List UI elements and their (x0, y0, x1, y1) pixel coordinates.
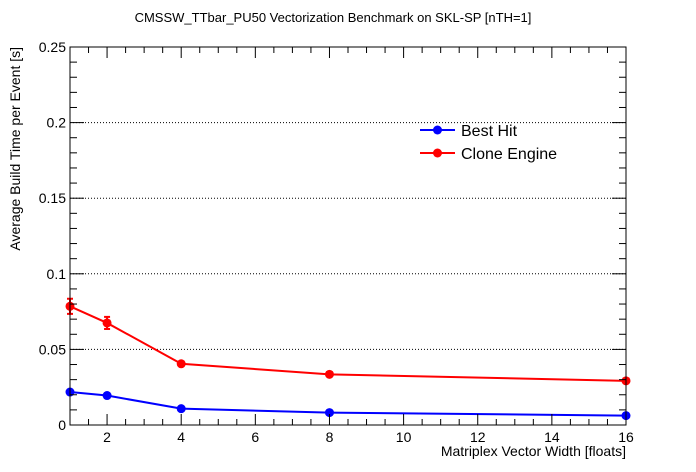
x-tick-label: 8 (326, 429, 334, 445)
data-point (324, 408, 334, 418)
legend: Best Hit Clone Engine (420, 123, 557, 163)
y-tick-label: 0 (58, 417, 66, 433)
x-tick-label: 12 (470, 429, 486, 445)
legend-label: Best Hit (461, 123, 518, 140)
data-point (102, 318, 112, 328)
axes: 0 0.05 0.1 0.15 0.2 0.25 2 4 6 8 10 12 14 16 (39, 39, 634, 445)
x-tick-label: 14 (544, 429, 560, 445)
y-tick-label: 0.1 (47, 266, 67, 282)
x-tick-label: 4 (177, 429, 185, 445)
data-point (324, 369, 334, 379)
y-tick-label: 0.05 (39, 341, 66, 357)
x-tick-label: 6 (251, 429, 259, 445)
x-tick-label: 10 (396, 429, 412, 445)
y-tick-label: 0.2 (47, 115, 67, 131)
x-tick-label: 16 (618, 429, 634, 445)
legend-swatch-marker (433, 125, 442, 135)
data-point (176, 404, 186, 414)
y-axis-label: Average Build Time per Event [s] (7, 47, 23, 251)
x-tick-label: 2 (103, 429, 111, 445)
data-point (102, 391, 112, 401)
chart-title: CMSSW_TTbar_PU50 Vectorization Benchmark… (135, 10, 532, 25)
data-point (176, 359, 186, 369)
x-axis-label: Matriplex Vector Width [floats] (441, 443, 626, 459)
y-tick-label: 0.15 (39, 190, 66, 206)
legend-swatch-marker (433, 148, 442, 158)
y-tick-label: 0.25 (39, 39, 66, 55)
legend-label: Clone Engine (461, 146, 557, 163)
